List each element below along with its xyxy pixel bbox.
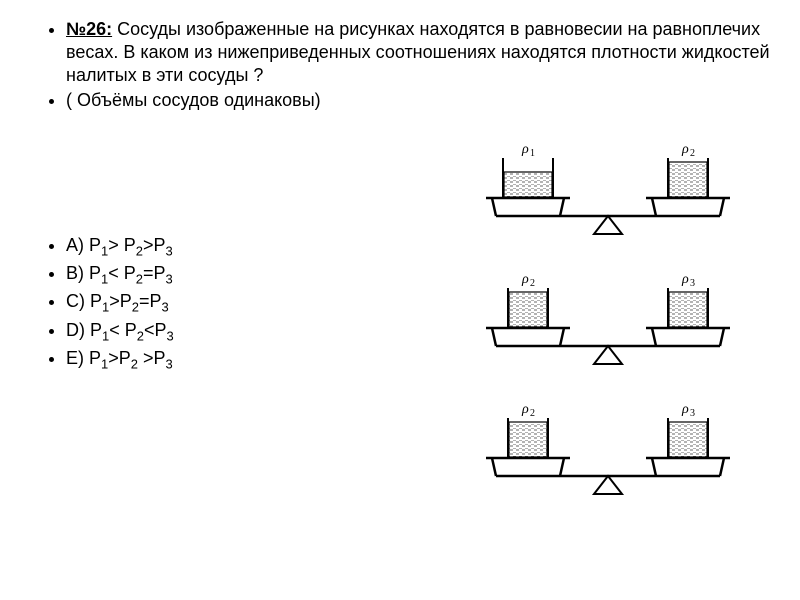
svg-text:3: 3 xyxy=(690,278,695,289)
svg-text:ρ: ρ xyxy=(521,142,529,157)
svg-text:2: 2 xyxy=(530,408,535,419)
svg-text:ρ: ρ xyxy=(521,402,529,417)
scales-svg: ρ1ρ2ρ2ρ3ρ2ρ3 xyxy=(468,140,768,540)
svg-text:ρ: ρ xyxy=(681,402,689,417)
svg-text:1: 1 xyxy=(530,148,535,159)
svg-text:ρ: ρ xyxy=(681,142,689,157)
svg-text:3: 3 xyxy=(690,408,695,419)
svg-text:ρ: ρ xyxy=(521,272,529,287)
svg-text:2: 2 xyxy=(690,148,695,159)
problem-statement: №26: Сосуды изображенные на рисунках нах… xyxy=(66,18,770,87)
svg-text:2: 2 xyxy=(530,278,535,289)
problem-note: ( Объёмы сосудов одинаковы) xyxy=(66,89,770,112)
problem-text: Сосуды изображенные на рисунках находятс… xyxy=(66,19,770,85)
diagrams-area: ρ1ρ2ρ2ρ3ρ2ρ3 xyxy=(468,140,768,540)
problem-number: №26: xyxy=(66,19,112,39)
svg-text:ρ: ρ xyxy=(681,272,689,287)
